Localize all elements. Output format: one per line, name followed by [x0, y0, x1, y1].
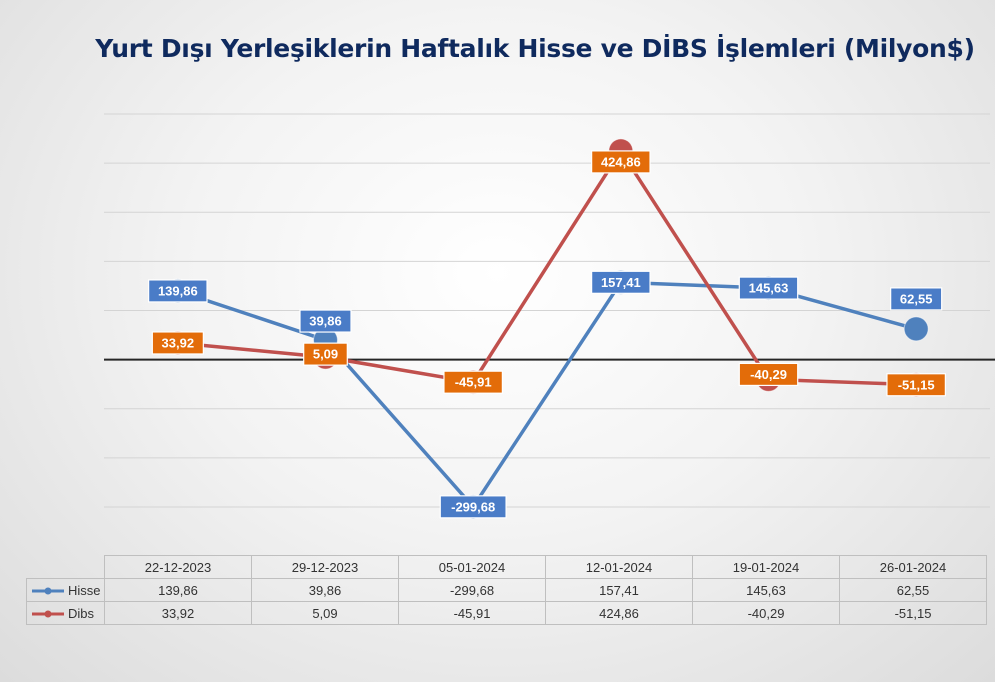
chart-title: Yurt Dışı Yerleşiklerin Haftalık Hisse v… — [95, 34, 975, 63]
series-lines — [177, 149, 917, 509]
data-label-text: -51,15 — [898, 377, 935, 392]
table-cell: -40,29 — [692, 601, 840, 625]
series-line-hisse — [177, 280, 917, 509]
data-label-dibs: -51,15 — [886, 373, 946, 397]
legend-line-icon — [32, 587, 64, 595]
data-point-hisse — [903, 316, 929, 342]
data-label-hisse: 145,63 — [738, 276, 799, 300]
data-label-box — [738, 362, 799, 387]
data-label-dibs: 33,92 — [151, 331, 204, 355]
data-label-box — [299, 309, 352, 333]
data-label-dibs: -40,29 — [738, 362, 799, 387]
table-cell: 39,86 — [251, 578, 399, 602]
table-cell: 139,86 — [104, 578, 252, 602]
series-markers — [165, 138, 929, 520]
data-label-hisse: 157,41 — [591, 270, 651, 294]
table-cell: 157,41 — [545, 578, 693, 602]
gridlines — [104, 113, 990, 508]
series-line-dibs — [177, 149, 917, 387]
data-label-box — [148, 279, 208, 303]
table-cell: 145,63 — [692, 578, 840, 602]
data-label-box — [738, 276, 799, 300]
data-label-text: 424,86 — [601, 154, 641, 169]
data-label-box — [151, 331, 204, 355]
series-name: Hisse — [68, 582, 101, 598]
data-table-header-row: 22-12-2023 29-12-2023 05-01-2024 12-01-2… — [26, 555, 987, 579]
chart-plot: 139,86 39,86 -299,68 157,41 145,63 62,55 33,92… — [104, 113, 995, 520]
legend-key-dibs: Dibs — [26, 601, 105, 625]
table-cell: -51,15 — [839, 601, 987, 625]
data-label-hisse: -299,68 — [439, 495, 507, 519]
data-label-hisse: 39,86 — [299, 309, 352, 333]
data-label-hisse: 139,86 — [148, 279, 208, 303]
data-label-dibs: 5,09 — [303, 342, 348, 366]
category-header: 12-01-2024 — [545, 555, 693, 579]
data-label-text: 157,41 — [601, 275, 641, 290]
data-label-text: -299,68 — [451, 499, 495, 514]
category-header: 05-01-2024 — [398, 555, 546, 579]
data-label-text: -40,29 — [750, 367, 787, 382]
data-label-dibs: -45,91 — [443, 370, 503, 394]
table-cell: 424,86 — [545, 601, 693, 625]
table-cell: 33,92 — [104, 601, 252, 625]
data-table: 22-12-2023 29-12-2023 05-01-2024 12-01-2… — [26, 555, 987, 625]
data-label-text: 5,09 — [313, 347, 338, 362]
data-label-box — [890, 287, 943, 311]
data-label-text: 145,63 — [749, 281, 789, 296]
data-labels: 139,86 39,86 -299,68 157,41 145,63 62,55 33,92… — [148, 150, 946, 519]
data-label-text: -45,91 — [455, 375, 492, 390]
data-label-box — [886, 373, 946, 397]
data-label-box — [303, 342, 348, 366]
data-table-corner — [26, 555, 105, 579]
data-table-row-dibs: Dibs 33,92 5,09 -45,91 424,86 -40,29 -51… — [26, 601, 987, 625]
data-table-row-hisse: Hisse 139,86 39,86 -299,68 157,41 145,63… — [26, 578, 987, 602]
category-header: 26-01-2024 — [839, 555, 987, 579]
legend-line-icon — [32, 610, 64, 618]
data-label-dibs: 424,86 — [591, 150, 651, 174]
data-label-text: 39,86 — [309, 314, 342, 329]
table-cell: 5,09 — [251, 601, 399, 625]
data-label-text: 139,86 — [158, 283, 198, 298]
data-label-hisse: 62,55 — [890, 287, 943, 311]
category-header: 19-01-2024 — [692, 555, 840, 579]
category-header: 29-12-2023 — [251, 555, 399, 579]
table-cell: -45,91 — [398, 601, 546, 625]
data-label-box — [591, 150, 651, 174]
table-cell: 62,55 — [839, 578, 987, 602]
legend-key-hisse: Hisse — [26, 578, 105, 602]
data-label-box — [443, 370, 503, 394]
data-label-text: 33,92 — [162, 335, 195, 350]
data-label-text: 62,55 — [900, 291, 933, 306]
series-name: Dibs — [68, 605, 95, 621]
data-label-box — [439, 495, 507, 519]
category-header: 22-12-2023 — [104, 555, 252, 579]
table-cell: -299,68 — [398, 578, 546, 602]
data-label-box — [591, 270, 651, 294]
